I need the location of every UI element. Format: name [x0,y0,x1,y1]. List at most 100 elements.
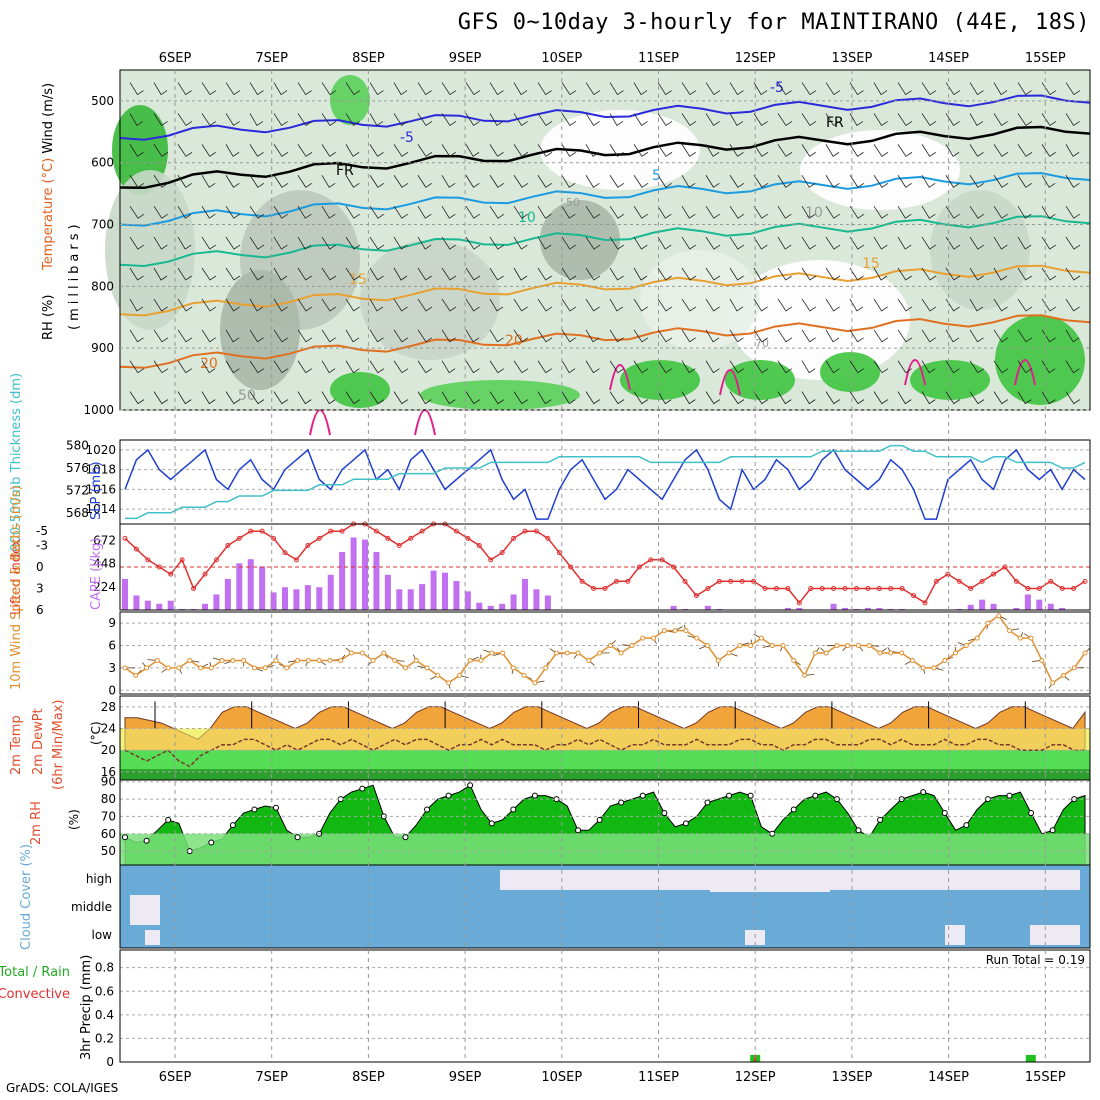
cloud-layer-label: low [92,928,113,942]
wind-barb [585,113,600,127]
wind-barb [1017,329,1033,343]
cloud-gap [945,925,965,945]
li-line [124,523,1086,605]
wind-barb [393,175,409,188]
wind-barb [345,175,360,188]
date-label-bottom: 6SEP [159,1070,192,1085]
wind-barb [1065,236,1081,250]
wind-barb [369,113,384,127]
contour-label: 50 [566,196,580,209]
wind-barb [441,82,457,96]
wind-marker [154,657,160,663]
wind-barb [1017,113,1033,127]
wind-barb [489,175,505,188]
wind-marker [1050,680,1056,686]
cloud-gap [1030,925,1080,945]
li-marker [1059,586,1065,591]
li-marker [1082,578,1088,584]
wind-barb [969,298,984,312]
rh-shading [105,170,195,330]
wind-barb [345,113,360,127]
wind-barb [873,113,888,127]
cape-bar [979,599,986,610]
cape-bar [784,607,791,610]
rh-marker [682,820,689,827]
wind-barb [489,329,504,343]
wind-barb [993,205,1009,219]
cloud-gap [710,870,830,892]
cloud-gap [130,895,160,925]
wind-marker [122,665,128,671]
wind-barb [1065,144,1080,157]
wind-barb [561,298,577,312]
wind-barb [177,360,192,374]
temp-band [120,769,1090,780]
li-marker [945,571,951,577]
wind-barb [729,298,744,312]
li-marker [671,564,677,570]
wind-barb [297,144,313,157]
cape-bar [476,602,483,610]
wind-barb [369,267,384,281]
wind-marker [845,643,851,649]
isotherm-line [119,215,1091,268]
wind-marker [435,672,441,678]
wind-barb [297,391,312,405]
wind-barb [321,360,336,374]
wind-barb [225,205,241,219]
y-tick-label: 80 [101,792,116,806]
contour-label: 20 [505,333,523,349]
wind10m-label: 10m Wind Speed & Barbs (m/s) [9,485,24,690]
wind-barb [1041,175,1056,188]
rh-marker [402,834,409,841]
wind-barb [321,113,337,127]
li-marker [1071,586,1077,591]
wind-barb [321,82,337,96]
wind-marker [963,643,969,649]
rh-marker [790,806,797,813]
li-marker [1013,578,1019,584]
wind-barb [585,391,601,405]
panel-frame [119,69,1091,411]
wind-barb [129,82,144,96]
wind-barb [177,82,192,96]
wind-barb [537,236,552,250]
wind-barb [801,391,816,405]
wind-barb [153,175,169,188]
li-marker [305,543,311,548]
wind-marker [402,665,408,671]
date-label-bottom: 13SEP [831,1070,872,1085]
wind-barb [729,175,745,188]
y-tick-label: 90 [101,775,116,789]
cape-bar [967,604,974,610]
wind-marker [208,665,214,671]
wind-barb [1041,391,1056,405]
wind-barb [777,175,792,188]
cape-bar [899,608,906,610]
y-tick-label: 3 [108,661,116,675]
contour-label: FR [336,163,354,179]
wind-barb [681,175,696,188]
contour-label: 50 [238,388,256,404]
wind-barb [225,82,241,96]
li-marker [168,571,174,577]
wind-barb [345,267,361,281]
wind-barb [273,144,289,157]
wind-barb [657,329,673,343]
wind-barb [129,205,145,219]
wind-barb [825,298,840,312]
wind-barb [369,391,385,405]
wind-barb [849,236,865,250]
wind-barb [201,298,217,312]
cape-bar [304,585,311,610]
wind-barb [945,360,960,374]
wind-barb [705,236,721,250]
wind-barb [273,391,289,405]
wind-marker [586,657,592,663]
wind-barb [753,360,769,374]
y-tick-label: 600 [91,156,114,170]
wind-barb [777,267,792,281]
wind-barb [825,329,840,343]
wind-barb [369,329,384,343]
wind-barb [753,175,769,188]
